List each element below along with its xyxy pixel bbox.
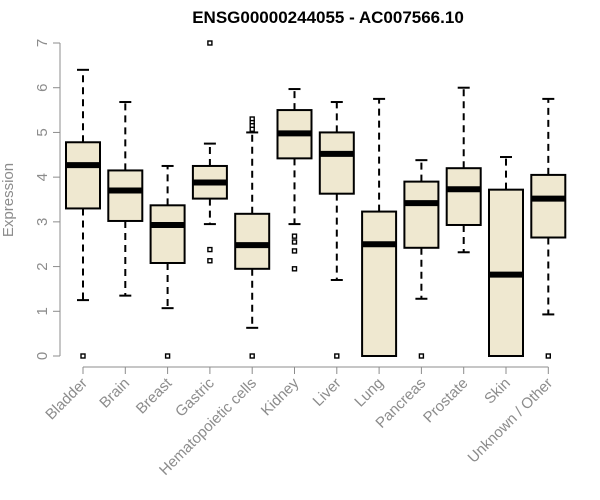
box-lung xyxy=(361,97,398,357)
outlier-point xyxy=(207,40,213,46)
iqr-box xyxy=(65,141,101,210)
boxes-layer xyxy=(65,40,567,359)
outlier-point xyxy=(164,353,171,359)
chart-title: ENSG00000244055 - AC007566.10 xyxy=(192,8,464,27)
outlier-point xyxy=(545,353,551,359)
y-axis: 0 1 2 3 4 5 6 7 xyxy=(34,39,61,360)
box-gastric xyxy=(191,40,228,264)
iqr-box xyxy=(403,180,440,249)
x-tick-label: Liver xyxy=(310,375,345,410)
y-tick-label: 3 xyxy=(34,218,51,226)
y-tick-label: 4 xyxy=(34,173,51,181)
x-tick-label: Breast xyxy=(133,374,176,417)
box-breast xyxy=(149,164,186,359)
iqr-box xyxy=(361,210,398,357)
y-tick-label: 6 xyxy=(34,84,51,92)
box-bladder xyxy=(65,68,101,359)
outlier-point xyxy=(249,353,255,359)
y-tick-label: 5 xyxy=(34,128,51,136)
x-tick-label: Prostate xyxy=(420,375,472,427)
box-pancreas xyxy=(403,159,440,359)
box-kidney xyxy=(276,88,313,272)
iqr-box xyxy=(149,204,186,264)
outlier-point xyxy=(291,239,298,245)
box-liver xyxy=(318,101,355,359)
outlier-point xyxy=(291,233,298,239)
iqr-box xyxy=(445,167,482,226)
box-skin xyxy=(488,156,524,357)
outlier-point xyxy=(207,246,213,253)
outlier-point xyxy=(418,353,425,359)
x-tick-label: Kidney xyxy=(258,374,303,419)
x-tick-label: Lung xyxy=(351,375,387,411)
iqr-box xyxy=(318,131,355,195)
box-hematopoietic-cells xyxy=(234,116,271,359)
box-prostate xyxy=(445,86,482,254)
outlier-point xyxy=(249,126,255,132)
iqr-box xyxy=(530,173,567,239)
outlier-point xyxy=(207,258,213,264)
y-tick-label: 0 xyxy=(34,352,51,360)
y-tick-label: 1 xyxy=(34,307,51,315)
outlier-point xyxy=(291,248,298,254)
iqr-box xyxy=(107,169,144,222)
iqr-box xyxy=(234,212,271,270)
outlier-point xyxy=(291,266,298,272)
x-tick-label: Brain xyxy=(96,375,133,412)
y-tick-label: 7 xyxy=(34,39,51,47)
x-tick-label: Skin xyxy=(481,375,514,408)
box-brain xyxy=(107,101,144,297)
x-tick-label: Bladder xyxy=(42,375,91,424)
y-tick-label: 2 xyxy=(34,262,51,270)
y-axis-label: Expression xyxy=(0,163,17,237)
outlier-point xyxy=(334,353,340,359)
box-unknown-other xyxy=(530,97,567,359)
outlier-point xyxy=(80,353,86,359)
